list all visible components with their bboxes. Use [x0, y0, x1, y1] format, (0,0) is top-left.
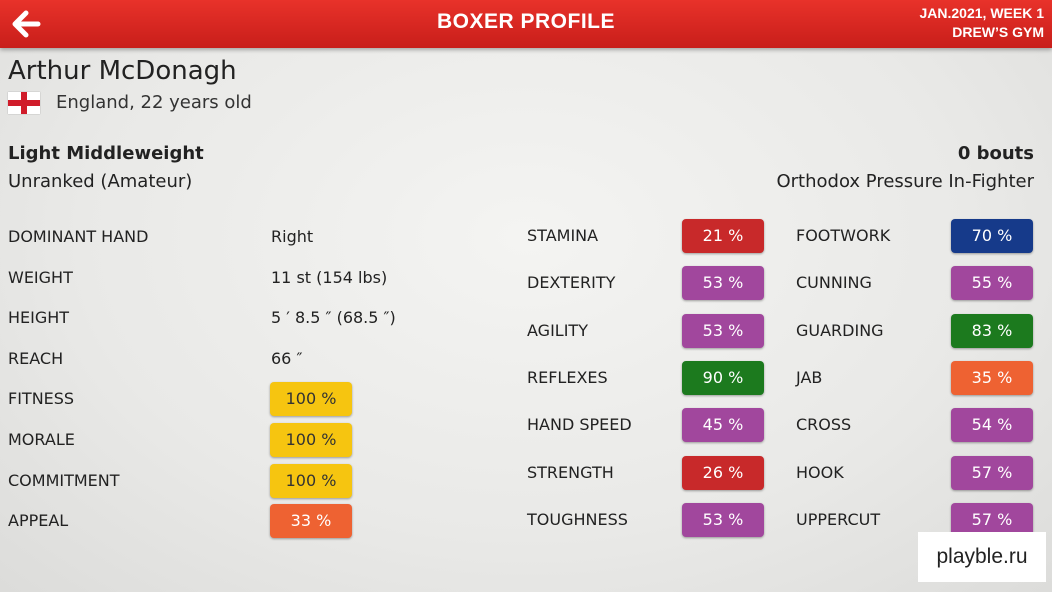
- rank: Unranked (Amateur): [8, 171, 193, 192]
- stat-label: MORALE: [8, 430, 75, 449]
- stat-value: 5 ′ 8.5 ″ (68.5 ″): [271, 308, 396, 328]
- stat-badge: 33 %: [270, 504, 352, 539]
- stat-label: REACH: [8, 348, 64, 368]
- stat-label: HOOK: [796, 462, 844, 482]
- stat-badge: 53 %: [682, 313, 764, 348]
- stat-badge: 83 %: [951, 313, 1033, 348]
- stat-badge: 21 %: [682, 219, 764, 253]
- stat-badge: 57 %: [951, 502, 1033, 537]
- header-date: JAN.2021, WEEK 1: [919, 5, 1045, 21]
- stat-badge: 100 %: [270, 463, 352, 498]
- stat-badge: 100 %: [270, 382, 352, 417]
- stat-label: CUNNING: [796, 273, 872, 293]
- stat-badge: 35 %: [951, 360, 1033, 395]
- stat-badge: 26 %: [682, 455, 764, 490]
- stat-badge: 70 %: [951, 219, 1033, 253]
- stat-badge: 55 %: [951, 266, 1033, 301]
- stat-label: TOUGHNESS: [527, 509, 628, 529]
- stat-badge: 53 %: [682, 502, 764, 537]
- flag: [8, 92, 40, 114]
- stat-badge: 100 %: [270, 423, 352, 457]
- stat-badge: 54 %: [951, 408, 1033, 443]
- stat-badge: 57 %: [951, 455, 1033, 490]
- header-gym: DREW’S GYM: [952, 24, 1044, 40]
- stat-label: UPPERCUT: [796, 509, 881, 529]
- stat-label: HAND SPEED: [527, 415, 632, 435]
- stat-label: FOOTWORK: [796, 226, 891, 245]
- stat-label: CROSS: [796, 415, 852, 435]
- stat-label: DEXTERITY: [527, 273, 616, 293]
- stat-label: AGILITY: [527, 320, 588, 340]
- stat-value: 66 ″: [271, 348, 303, 368]
- stat-value: 11 st (154 lbs): [271, 267, 388, 287]
- stat-label: JAB: [796, 367, 823, 387]
- stat-label: COMMITMENT: [8, 470, 120, 490]
- watermark: playble.ru: [918, 532, 1046, 582]
- stat-label: DOMINANT HAND: [8, 227, 149, 246]
- stat-label: GUARDING: [796, 320, 884, 340]
- stat-label: FITNESS: [8, 389, 75, 409]
- header-title: BOXER PROFILE: [436, 10, 616, 33]
- stat-value: Right: [271, 227, 314, 246]
- stat-badge: 90 %: [682, 360, 764, 395]
- stat-label: APPEAL: [8, 511, 69, 531]
- stat-label: WEIGHT: [8, 267, 73, 287]
- stat-label: REFLEXES: [527, 367, 608, 387]
- bouts: 0 bouts: [957, 143, 1034, 164]
- stat-badge: 45 %: [682, 408, 764, 443]
- back-button[interactable]: [10, 8, 42, 40]
- header-bar: BOXER PROFILE JAN.2021, WEEK 1 DREW’S GY…: [0, 0, 1052, 48]
- boxer-name: Arthur McDonagh: [8, 56, 237, 86]
- nationality: England, 22 years old: [56, 92, 252, 113]
- stat-label: STRENGTH: [527, 462, 614, 482]
- stat-label: STAMINA: [527, 226, 599, 245]
- fighting-style: Orthodox Pressure In-Fighter: [776, 171, 1034, 192]
- stat-badge: 53 %: [682, 266, 764, 301]
- weight-class: Light Middleweight: [8, 143, 204, 164]
- stat-label: HEIGHT: [8, 308, 70, 328]
